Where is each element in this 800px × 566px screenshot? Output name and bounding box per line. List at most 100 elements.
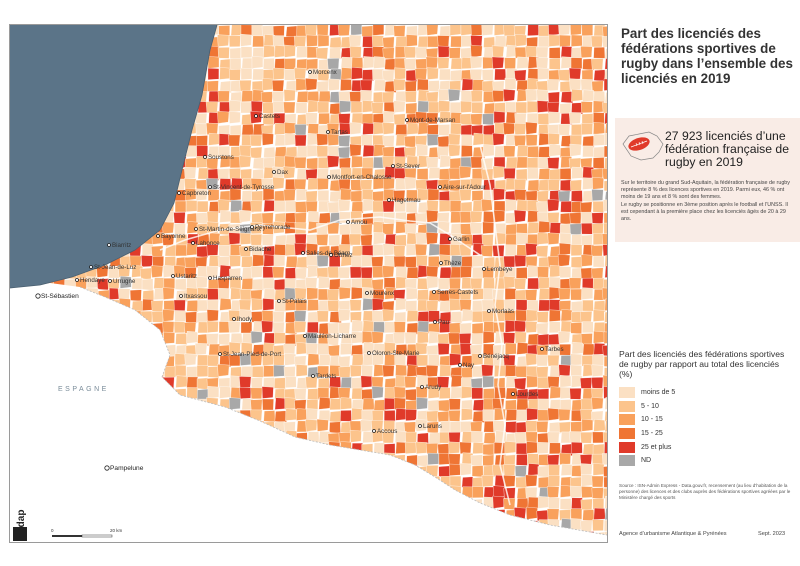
place-label: Thèze <box>444 260 462 267</box>
place-label: Garlin <box>453 236 470 243</box>
place-label: Capbreton <box>182 190 211 197</box>
legend-label: 10 - 15 <box>641 416 663 424</box>
department-boundary <box>159 216 481 256</box>
place-label: Lahonce <box>196 240 220 247</box>
place-dot <box>35 293 41 299</box>
place-dot <box>208 276 212 280</box>
highlight-headline: 27 923 licenciés d’une fédération frança… <box>665 129 789 169</box>
place-label: Hendaye <box>80 277 105 284</box>
place-dot <box>482 267 486 271</box>
place-label: Mauléon-Licharre <box>308 333 357 340</box>
place-dot <box>487 309 491 313</box>
place-dot <box>177 191 181 195</box>
place-marker: Bayonne <box>156 233 186 240</box>
place-marker: Hasparren <box>208 275 242 282</box>
legend-title: Part des licenciés des fédérations sport… <box>619 349 785 379</box>
legend-item: moins de 5 <box>619 386 675 399</box>
place-dot <box>104 465 110 471</box>
place-dot <box>254 114 258 118</box>
place-dot <box>171 274 175 278</box>
place-label: Laruns <box>423 423 442 430</box>
place-dot <box>272 170 276 174</box>
place-marker: Morcenx <box>308 69 338 76</box>
place-dot <box>329 253 333 257</box>
place-label: St-Palais <box>282 298 307 305</box>
place-dot <box>439 261 443 265</box>
place-marker: Castets <box>254 113 280 120</box>
place-dot <box>432 290 436 294</box>
place-dot <box>327 175 331 179</box>
place-label: Bayonne <box>161 233 186 240</box>
audap-logo: audap <box>13 510 27 541</box>
legend-label: moins de 5 <box>641 389 676 397</box>
place-label: St-Sébastien <box>41 293 79 300</box>
place-label: Mont-de-Marsan <box>410 117 456 124</box>
place-label: Ihody <box>237 316 253 323</box>
place-marker: Dax <box>272 169 289 176</box>
place-dot <box>89 265 93 269</box>
place-dot <box>203 155 207 159</box>
place-marker: St-Jean-de-Luz <box>89 264 136 271</box>
place-dot <box>405 118 409 122</box>
place-label: Peyrehorade <box>255 224 291 231</box>
source-note: Source : ISN-Admin Express - Data.gouv.f… <box>619 483 791 500</box>
place-marker: St-Sébastien <box>35 293 79 300</box>
place-marker: Orthez <box>329 252 353 259</box>
place-marker: St-Vincent-de-Tyrosse <box>208 184 275 191</box>
place-label: Tardets <box>316 373 336 380</box>
legend: moins de 5 5 - 10 10 - 15 15 - 25 25 et plus… <box>619 386 675 467</box>
place-label: Biarritz <box>112 242 131 249</box>
place-label: Aire-sur-l'Adour <box>443 184 486 191</box>
place-marker: Ustaritz <box>171 273 197 280</box>
place-dot <box>391 164 395 168</box>
legend-swatch <box>619 414 635 426</box>
legend-label: 5 - 10 <box>641 402 659 410</box>
place-label: Tarbes <box>545 346 564 353</box>
place-dot <box>311 374 315 378</box>
publication-date: Sept. 2023 <box>758 531 786 537</box>
place-marker: Mourenx <box>365 290 395 297</box>
place-dot <box>365 291 369 295</box>
place-marker: Peyrehorade <box>250 224 291 231</box>
place-label: Tartas <box>331 129 348 136</box>
legend-swatch <box>619 387 635 399</box>
place-label: Hagetmau <box>392 197 421 204</box>
side-panel: Part des licenciés des fédérations sport… <box>611 0 800 566</box>
legend-label: ND <box>641 457 652 465</box>
place-label: St-Vincent-de-Tyrosse <box>213 184 275 191</box>
legend-item: 5 - 10 <box>619 400 675 413</box>
place-marker: Oloron-Ste-Marie <box>367 350 420 357</box>
agency-credit: Agence d’urbanisme Atlantique & Pyrénées <box>619 531 727 537</box>
scale-end: 20 km <box>110 528 123 533</box>
place-label: Morlaàs <box>492 308 514 315</box>
spain-label: ESPAGNE <box>58 386 109 393</box>
legend-label: 15 - 25 <box>641 429 663 437</box>
place-marker: Laruns <box>418 423 442 430</box>
legend-item: ND <box>619 454 675 467</box>
place-marker: Ihody <box>232 316 253 323</box>
place-dot <box>458 363 462 367</box>
place-dot <box>179 294 183 298</box>
legend-swatch <box>619 455 635 467</box>
place-marker: Pau <box>433 319 450 326</box>
place-dot <box>367 351 371 355</box>
place-marker: Bidache <box>244 246 272 253</box>
place-label: Accous <box>377 428 397 435</box>
place-dot <box>191 241 195 245</box>
place-label: Morcenx <box>313 69 338 76</box>
place-marker: Hendaye <box>75 277 105 284</box>
place-label: Lembeye <box>487 266 513 273</box>
place-dot <box>448 237 452 241</box>
place-dot <box>277 299 281 303</box>
place-marker: Nay <box>458 362 475 369</box>
place-label: Castets <box>259 113 280 120</box>
place-marker: Lembeye <box>482 266 513 273</box>
place-marker: Lahonce <box>191 240 220 247</box>
place-label: Montfort-en-Chalosse <box>332 174 392 181</box>
place-marker: Aire-sur-l'Adour <box>438 184 486 191</box>
place-marker: Tardets <box>311 373 336 380</box>
place-label: Pau <box>438 319 450 326</box>
place-dot <box>420 385 424 389</box>
place-marker: Itxassou <box>179 293 208 300</box>
legend-item: 10 - 15 <box>619 413 675 426</box>
